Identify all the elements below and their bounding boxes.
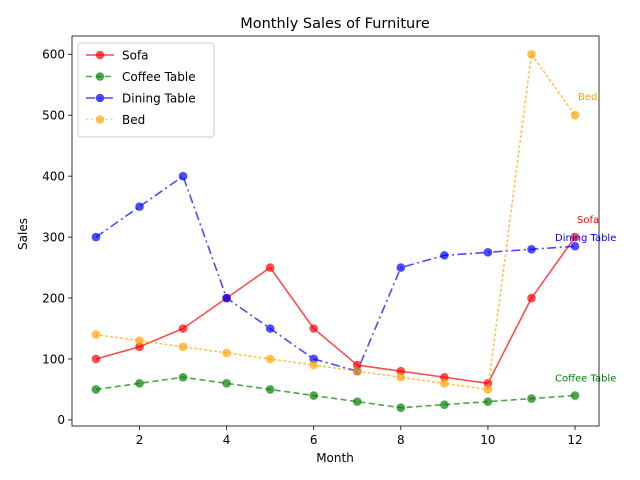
x-tick-label: 12 [567, 433, 582, 447]
series-line-coffee-table [95, 376, 576, 409]
data-point-bed [135, 336, 144, 345]
y-tick-label: 0 [57, 413, 65, 427]
data-point-bed [309, 360, 319, 370]
data-point-bed [352, 366, 362, 376]
data-point-coffee-table [440, 400, 449, 409]
data-point-bed [483, 385, 493, 394]
data-point-coffee-table [222, 379, 231, 388]
annotation-label: Sofa [577, 215, 599, 226]
chart-title: Monthly Sales of Furniture [240, 16, 430, 32]
data-point-sofa [309, 324, 319, 333]
legend-label-bed: Bed [122, 113, 145, 127]
data-point-sofa [440, 372, 449, 382]
data-point-sofa [396, 366, 406, 376]
legend-label-dining-table: Dining Table [122, 92, 196, 106]
data-point-dining-table [483, 248, 493, 257]
data-point-coffee-table [135, 379, 144, 388]
data-point-coffee-table [483, 397, 493, 406]
legend-marker-coffee-table [95, 72, 105, 81]
legend-marker-dining-table [95, 93, 105, 103]
data-point-sofa [483, 379, 493, 388]
legend-label-sofa: Sofa [122, 49, 149, 63]
legend-box [77, 42, 215, 138]
data-point-dining-table [440, 251, 449, 260]
series-line-dining-table [95, 175, 576, 372]
data-point-bed [440, 379, 449, 388]
y-tick-label: 400 [42, 169, 65, 183]
data-point-coffee-table [527, 394, 536, 403]
x-tick-label: 4 [223, 433, 231, 447]
data-point-coffee-table [570, 391, 580, 400]
series-line-bed [95, 53, 576, 391]
series-coffee-table [91, 372, 580, 413]
legend-marker-sofa [95, 50, 105, 60]
y-tick-label: 500 [42, 109, 65, 123]
axes-layer: 2 4 6 8 10 12 0 100 200 300 400 500 600 [42, 35, 600, 447]
y-tick-label: 100 [42, 352, 65, 366]
data-point-dining-table [91, 232, 101, 242]
data-point-sofa [527, 293, 536, 303]
data-point-bed [265, 354, 275, 364]
data-point-bed [527, 49, 536, 59]
data-point-coffee-table [396, 403, 406, 413]
legend: Sofa Coffee Table Dining Table Bed [77, 42, 215, 138]
data-point-coffee-table [91, 385, 101, 394]
x-tick-label: 2 [136, 433, 144, 447]
x-tick-label: 6 [310, 433, 318, 447]
x-tick-label: 10 [480, 433, 495, 447]
series-layer [91, 49, 580, 413]
annotation-label: Bed [578, 92, 597, 103]
annotation-label: Coffee Table [555, 374, 616, 385]
data-point-sofa [570, 232, 580, 242]
y-tick-label: 600 [42, 48, 65, 62]
data-point-bed [222, 348, 231, 358]
data-point-dining-table [309, 354, 319, 364]
data-point-dining-table [396, 263, 406, 272]
data-point-sofa [178, 324, 188, 333]
data-point-sofa [265, 263, 275, 272]
x-tick-label: 8 [397, 433, 405, 447]
y-tick-label: 200 [42, 291, 65, 305]
series-bed [91, 49, 580, 394]
legend-marker-bed [95, 115, 105, 124]
data-point-dining-table [135, 202, 144, 211]
data-point-coffee-table [178, 372, 188, 382]
data-point-dining-table [527, 244, 536, 254]
data-point-sofa [91, 354, 101, 364]
data-point-sofa [135, 342, 144, 352]
x-axis-label: Month [316, 451, 354, 465]
data-point-dining-table [222, 293, 231, 303]
data-point-dining-table [265, 324, 275, 333]
data-point-bed [396, 372, 406, 382]
data-point-bed [91, 330, 101, 339]
data-point-coffee-table [352, 397, 362, 406]
y-axis-label: Sales [16, 218, 30, 250]
data-point-dining-table [178, 171, 188, 181]
legend-label-coffee-table: Coffee Table [122, 70, 196, 84]
series-line-sofa [95, 236, 576, 385]
y-tick-label: 300 [42, 230, 65, 244]
series-sofa [91, 232, 580, 388]
annotation-label: Dining Table [555, 233, 616, 244]
axes-frame [71, 35, 600, 427]
data-point-coffee-table [309, 391, 319, 400]
data-point-bed [178, 342, 188, 352]
data-point-dining-table [570, 241, 580, 251]
data-point-bed [570, 110, 580, 120]
data-point-coffee-table [265, 385, 275, 394]
annotation-layer: Sofa Coffee Table Dining Table Bed [555, 92, 616, 384]
